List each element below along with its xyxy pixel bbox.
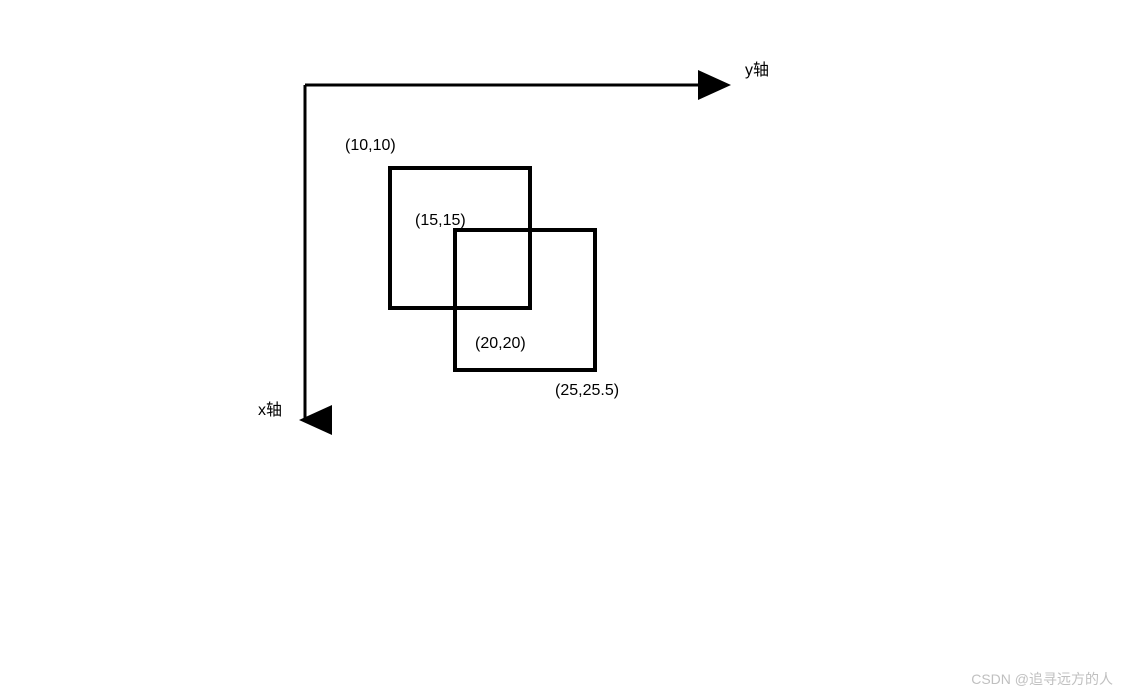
rect2-inner-label: (20,20) [475, 335, 526, 352]
rect2-bottomright-label: (25,25.5) [555, 382, 619, 399]
rect1 [390, 168, 530, 308]
y-axis-label: y轴 [745, 61, 769, 79]
rect1-topleft-label: (10,10) [345, 137, 396, 154]
x-axis-label: x轴 [258, 401, 282, 419]
watermark-text: CSDN @追寻远方的人 [971, 669, 1113, 689]
rect1-inner-label: (15,15) [415, 212, 466, 229]
coordinate-diagram: y轴 x轴 (10,10) (15,15) (20,20) (25,25.5) [0, 0, 1131, 697]
